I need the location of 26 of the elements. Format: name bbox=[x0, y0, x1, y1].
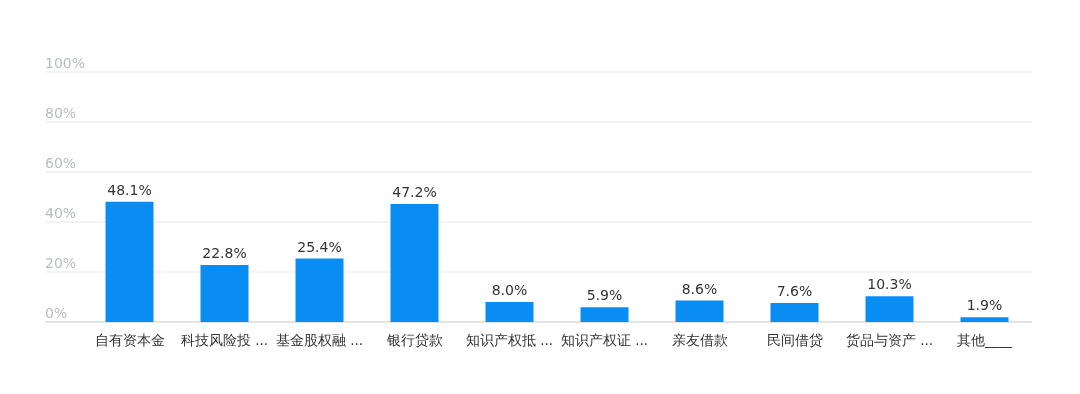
data-label: 48.1% bbox=[107, 181, 152, 198]
data-label: 8.0% bbox=[491, 282, 528, 298]
x-tick-label: 其他____ bbox=[957, 332, 1013, 348]
x-tick-label: 银行贷款 bbox=[385, 332, 443, 348]
data-label: 5.9% bbox=[586, 287, 623, 304]
data-label: 25.4% bbox=[297, 238, 342, 255]
x-tick-label: 亲友借款 bbox=[671, 332, 728, 348]
x-tick-label: 知识产权抵 ... bbox=[465, 332, 554, 348]
x-tick-label: 民间借贷 bbox=[766, 332, 823, 348]
y-tick-label: 20% bbox=[45, 255, 77, 271]
data-label: 8.6% bbox=[681, 280, 718, 297]
y-tick-label: 100% bbox=[45, 55, 86, 71]
data-label: 22.8% bbox=[202, 245, 247, 261]
data-label: 7.6% bbox=[776, 283, 813, 299]
x-tick-label: 知识产权证 ... bbox=[560, 332, 649, 348]
x-tick-label: 科技风险投 ... bbox=[180, 332, 269, 348]
x-tick-label: 货品与资产 ... bbox=[845, 332, 934, 348]
data-label: 1.9% bbox=[966, 297, 1003, 314]
data-label: 10.3% bbox=[867, 276, 912, 293]
y-tick-label: 60% bbox=[45, 155, 77, 171]
y-tick-label: 0% bbox=[45, 305, 68, 321]
data-label: 47.2% bbox=[392, 184, 437, 200]
y-tick-label: 80% bbox=[45, 105, 77, 121]
x-tick-label: 基金股权融 ... bbox=[275, 332, 364, 348]
y-tick-label: 40% bbox=[45, 205, 77, 221]
x-tick-label: 自有资本金 bbox=[94, 332, 165, 348]
